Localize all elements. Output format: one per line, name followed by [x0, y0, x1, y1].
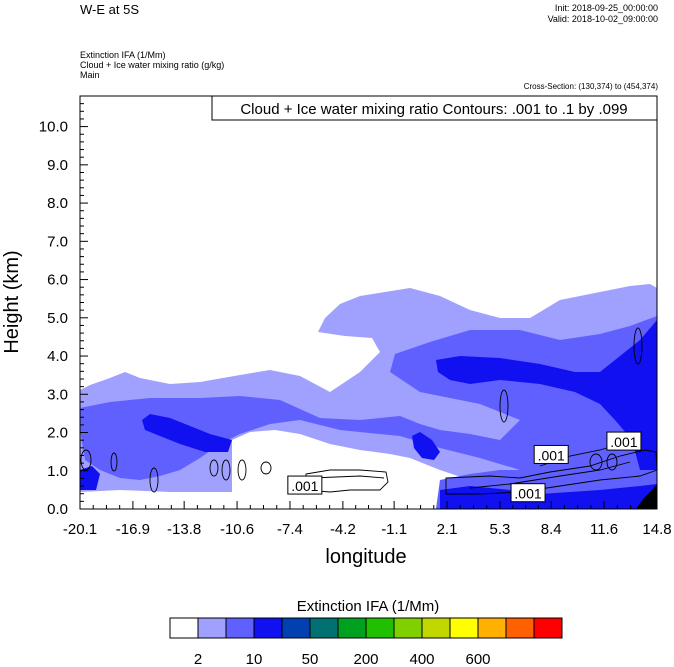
colorbar-swatch [197, 617, 227, 639]
valid-time: Valid: 2018-10-02_09:00:00 [547, 14, 658, 24]
extinction-field [80, 96, 657, 509]
field-line-3: Main [80, 70, 100, 80]
contour-label: .001 [538, 447, 565, 463]
y-tick-label: 1.0 [47, 463, 68, 480]
y-tick-label: 10.0 [39, 119, 68, 136]
colorbar-title: Extinction IFA (1/Mm) [297, 598, 440, 615]
colorbar-swatch [393, 617, 423, 639]
x-tick-label: -13.8 [167, 521, 201, 538]
colorbar-swatch [505, 617, 535, 639]
contour-label: .001 [610, 434, 637, 450]
init-time: Init: 2018-09-25_00:00:00 [554, 3, 658, 13]
colorbar-label: 600 [465, 651, 490, 667]
y-tick-label: 2.0 [47, 425, 68, 442]
field-line-1: Extinction IFA (1/Mm) [80, 50, 166, 60]
field-line-2: Cloud + Ice water mixing ratio (g/kg) [80, 60, 225, 70]
colorbar-swatch [309, 617, 339, 639]
y-tick-label: 6.0 [47, 272, 68, 289]
y-tick-label: 3.0 [47, 386, 68, 403]
colorbar-swatch [337, 617, 367, 639]
cross-section-label: Cross-Section: (130,374) to (454,374) [523, 82, 658, 91]
extinction-surface-core [440, 484, 657, 509]
contour-legend-text: Cloud + Ice water mixing ratio Contours:… [240, 101, 627, 118]
time-info: Init: 2018-09-25_00:00:00 Valid: 2018-10… [548, 3, 658, 25]
y-tick-label: 4.0 [47, 348, 68, 365]
contour-label: .001 [514, 486, 541, 502]
x-tick-label: 14.8 [642, 521, 671, 538]
x-tick-label: 5.3 [490, 521, 511, 538]
colorbar-swatch [281, 617, 311, 639]
contour-label: .001 [291, 478, 318, 494]
colorbar-label: 10 [246, 651, 263, 667]
axes: -20.1 -16.9 -13.8 -10.6 -7.4 -4.2 -1.1 2.1 5.3 8.… [39, 103, 672, 538]
contour-labels: .001 .001 .001 .001 [287, 431, 642, 503]
x-tick-label: -10.6 [220, 521, 254, 538]
clear-air-surface [80, 490, 232, 509]
colorbar: 2 10 50 200 400 600 [169, 617, 563, 667]
contour-label-box [510, 483, 546, 503]
x-tick-label: 11.6 [590, 521, 618, 538]
terrain [636, 484, 657, 509]
colorbar-swatch [365, 617, 395, 639]
extinction-cell-b [412, 432, 440, 460]
colorbar-swatch [477, 617, 507, 639]
colorbar-label: 200 [353, 651, 378, 667]
x-tick-label: -4.2 [330, 521, 356, 538]
contour-legend-box [211, 95, 658, 121]
y-axis-label: Height (km) [1, 250, 23, 353]
colorbar-swatch [253, 617, 283, 639]
extinction-cell-d [80, 466, 100, 490]
colorbar-swatch [421, 617, 451, 639]
x-axis-label: longitude [325, 546, 406, 568]
y-tick-label: 8.0 [47, 195, 68, 212]
colorbar-label: 400 [409, 651, 434, 667]
contour-label-box [606, 431, 642, 451]
contour-label-box [287, 475, 323, 495]
plot-title: W-E at 5S [80, 2, 140, 17]
colorbar-swatch [533, 617, 563, 639]
extinction-cell-c [436, 320, 657, 470]
colorbar-swatch [449, 617, 479, 639]
y-tick-label: 7.0 [47, 233, 68, 250]
contour-label-box [533, 444, 569, 464]
x-tick-label: -20.1 [63, 521, 97, 538]
field-description: Extinction IFA (1/Mm) Cloud + Ice water … [80, 50, 224, 80]
x-tick-label: -1.1 [381, 521, 407, 538]
x-tick-label: -16.9 [116, 521, 150, 538]
colorbar-swatch [169, 617, 199, 639]
extinction-cell-a [142, 414, 232, 452]
colorbar-label: 2 [194, 651, 202, 667]
y-tick-label: 5.0 [47, 310, 68, 327]
colorbar-label: 50 [302, 651, 319, 667]
y-tick-label: 0.0 [47, 501, 68, 518]
x-tick-label: -7.4 [277, 521, 303, 538]
x-tick-label: 2.1 [437, 521, 458, 538]
colorbar-swatch [225, 617, 255, 639]
x-tick-label: 8.4 [541, 521, 562, 538]
y-tick-label: 9.0 [47, 157, 68, 174]
